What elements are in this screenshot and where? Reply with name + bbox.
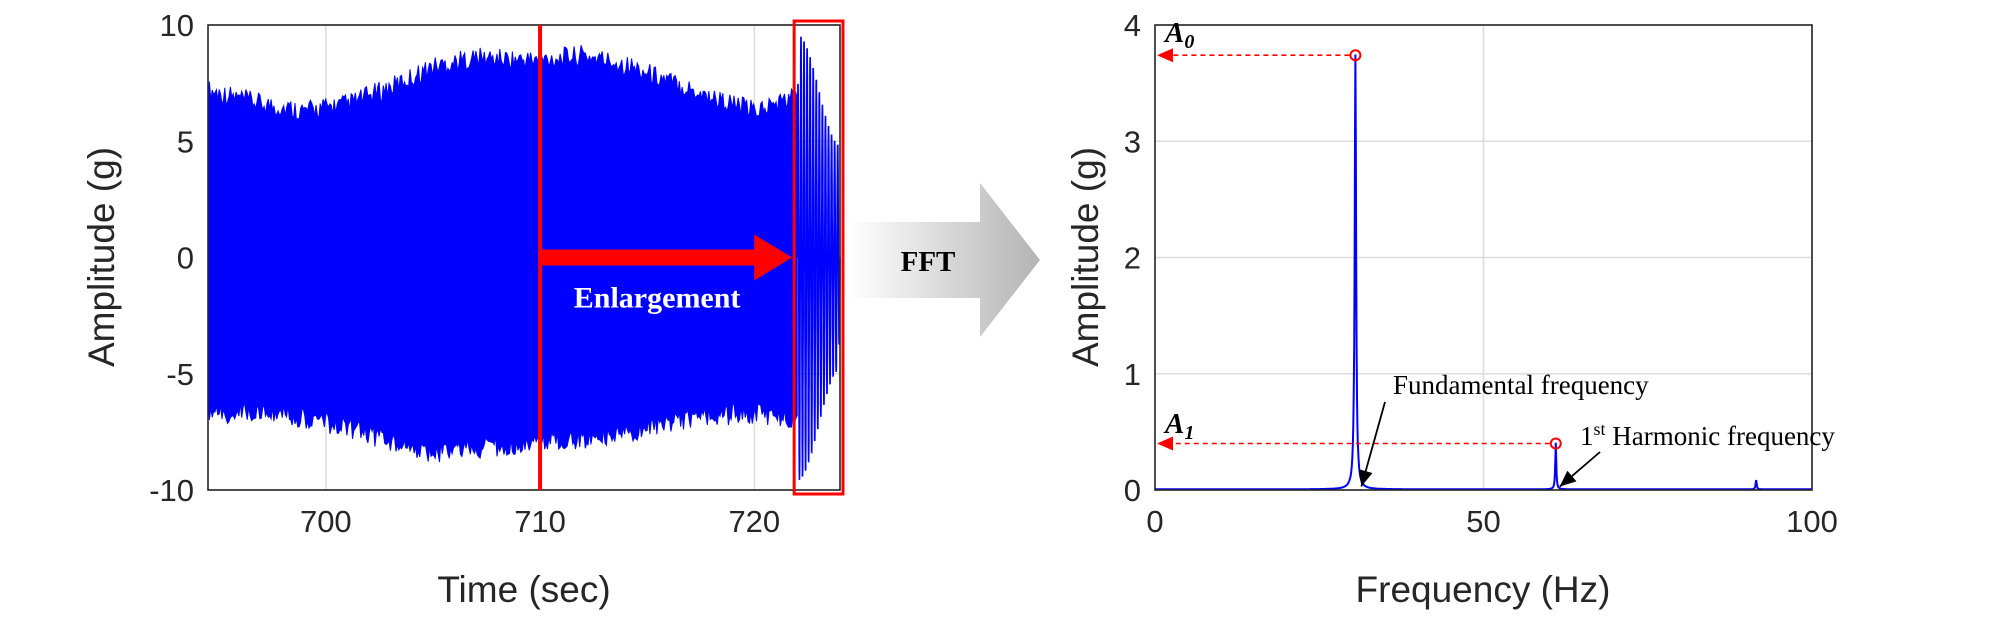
time-signal-band — [207, 45, 798, 463]
time-x-axis-label: Time (sec) — [437, 569, 610, 610]
fft-arrow-shape — [850, 183, 1040, 337]
frequency-x-tick-labels: 0 50 100 — [1146, 504, 1837, 539]
a1-guide-arrowhead — [1157, 436, 1173, 451]
a0-subscript: 0 — [1184, 31, 1194, 53]
harmonic-text: Harmonic frequency — [1606, 421, 1836, 451]
frequency-y-tick: 4 — [1124, 8, 1141, 43]
a0-label: A0 — [1163, 17, 1194, 53]
frequency-x-tick: 50 — [1466, 504, 1500, 539]
harmonic-pointer-head — [1559, 470, 1577, 487]
fundamental-pointer-head — [1358, 469, 1373, 487]
frequency-x-axis-label: Frequency (Hz) — [1356, 569, 1611, 610]
a1-letter: A — [1163, 408, 1184, 440]
enlargement-arrow-head — [754, 234, 793, 281]
a0-peak-marker — [1349, 49, 1362, 62]
time-y-tick-labels: 10 5 0 -5 -10 — [149, 8, 194, 508]
enlargement-arrow-shaft — [540, 249, 761, 266]
time-y-tick: -5 — [166, 357, 194, 392]
harmonic-frequency-label: 1st Harmonic frequency — [1580, 419, 1835, 451]
time-x-tick: 720 — [728, 504, 780, 539]
time-x-tick: 710 — [514, 504, 566, 539]
frequency-plot-frame — [1154, 24, 1813, 491]
enlarged-signal-segment — [796, 36, 841, 480]
time-x-tick-labels: 700 710 720 — [300, 504, 780, 539]
time-y-tick: -10 — [149, 473, 194, 508]
a1-peak-marker — [1549, 437, 1562, 450]
a0-letter: A — [1163, 17, 1184, 49]
frequency-y-tick: 3 — [1124, 124, 1141, 159]
a0-guide-arrowhead — [1157, 48, 1173, 63]
fft-arrow-label: FFT — [901, 246, 956, 278]
frequency-domain-chart: 4 3 2 1 0 0 50 100 Frequency (Hz) Amplitude (g… — [1065, 8, 1838, 610]
harmonic-number: 1 — [1580, 421, 1594, 451]
time-signal-series — [207, 36, 841, 480]
enlargement-label: Enlargement — [574, 282, 741, 315]
time-y-tick: 10 — [160, 8, 194, 43]
frequency-x-tick: 0 — [1146, 504, 1163, 539]
frequency-annotations: A0 A1 Fundamental frequency 1st Harmonic… — [1157, 17, 1835, 488]
frequency-y-tick: 1 — [1124, 357, 1141, 392]
a1-subscript: 1 — [1184, 422, 1194, 444]
frequency-y-axis-label: Amplitude (g) — [1065, 147, 1106, 367]
time-y-tick: 5 — [177, 124, 194, 159]
harmonic-superscript: st — [1594, 419, 1606, 439]
fundamental-frequency-label: Fundamental frequency — [1393, 370, 1649, 400]
enlarged-region-box — [792, 19, 845, 496]
a1-label: A1 — [1163, 408, 1194, 444]
enlargement-annotation: Enlargement — [538, 19, 845, 496]
time-y-tick: 0 — [177, 241, 194, 276]
time-x-tick: 700 — [300, 504, 352, 539]
time-plot-frame — [207, 24, 841, 491]
frequency-x-tick: 100 — [1786, 504, 1838, 539]
time-domain-chart: 10 5 0 -5 -10 700 710 720 Time (sec) Amplitude… — [81, 8, 845, 610]
frequency-y-tick-labels: 4 3 2 1 0 — [1124, 8, 1141, 508]
frequency-y-tick: 2 — [1124, 241, 1141, 276]
fft-arrow: FFT — [850, 183, 1040, 337]
frequency-y-tick: 0 — [1124, 473, 1141, 508]
time-y-axis-label: Amplitude (g) — [81, 147, 122, 367]
